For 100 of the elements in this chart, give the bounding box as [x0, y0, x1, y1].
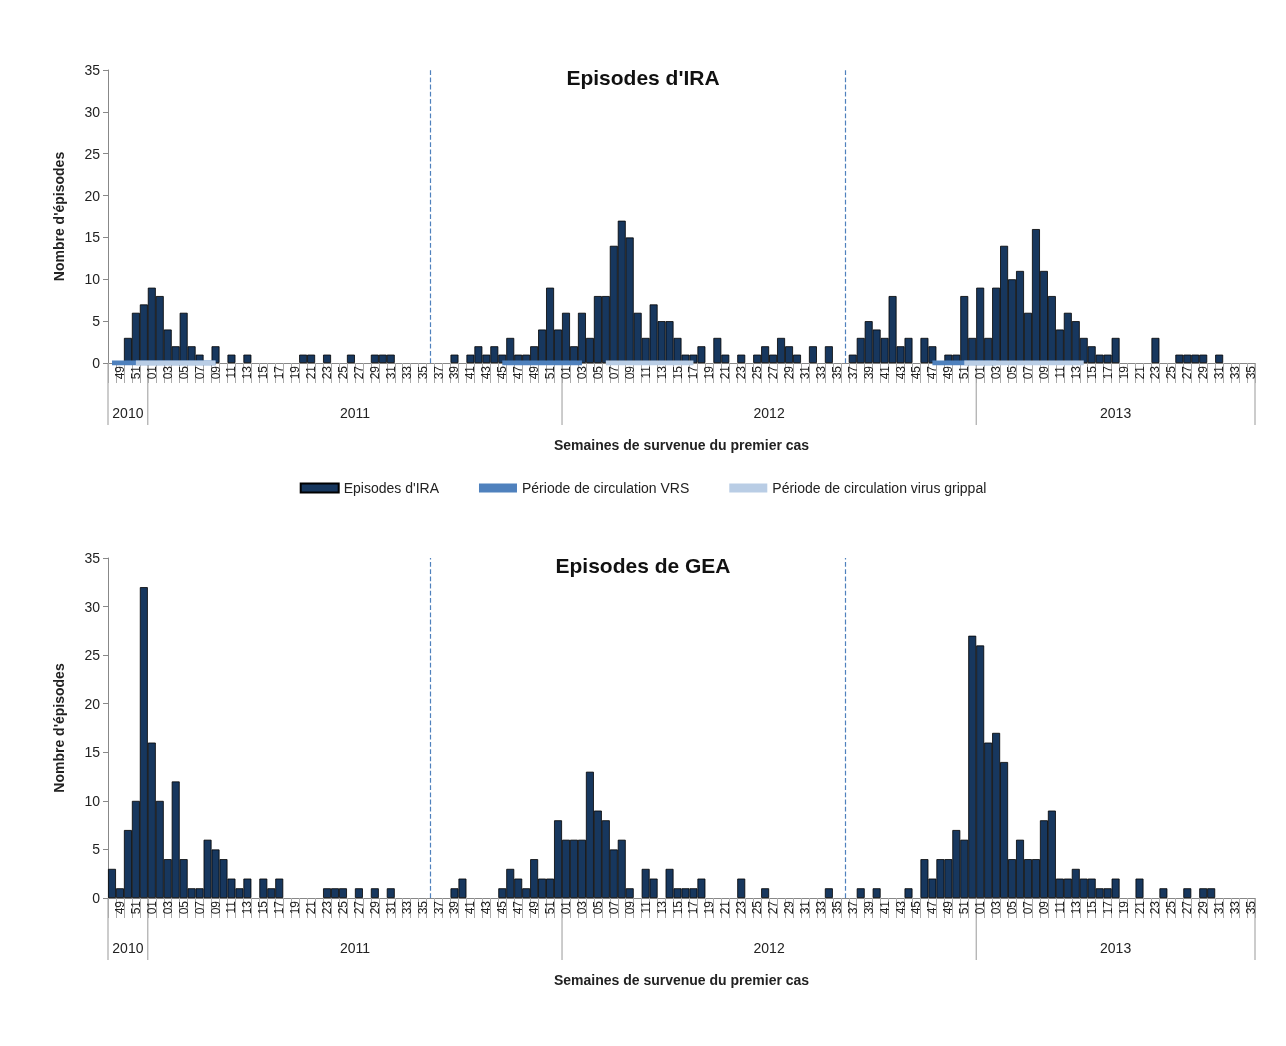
legend-label: Episodes d'IRA	[343, 480, 440, 496]
x-tick-label: 13	[654, 365, 669, 380]
text: 2010	[112, 940, 144, 956]
y-tick-label: 25	[84, 145, 101, 162]
x-tick-label: 49	[527, 365, 542, 380]
x-tick-label: 17	[1100, 365, 1115, 380]
x-tick-label: 39	[447, 365, 462, 380]
x-tick-label: 49	[941, 365, 956, 380]
y-tick-label: 35	[84, 62, 101, 78]
x-tick-label: 35	[415, 900, 430, 915]
y-tick-label: 30	[84, 103, 101, 120]
x-tick-label: 51	[128, 900, 143, 915]
x-tick-label: 03	[989, 365, 1004, 380]
x-axis-title: Semaines de survenue du premier cas	[553, 437, 810, 453]
x-tick-label: 05	[1005, 365, 1020, 380]
x-tick-label: 45	[495, 900, 510, 915]
x-tick-label: 27	[351, 365, 366, 380]
x-tick-label: 33	[1228, 365, 1243, 380]
x-tick-label: 27	[351, 900, 366, 915]
legend-label: Période de circulation VRS	[521, 480, 690, 496]
x-tick-label: 47	[511, 900, 526, 915]
x-tick-label: 01	[973, 365, 988, 380]
x-tick-label: 27	[766, 900, 781, 915]
text: 2012	[753, 405, 785, 421]
x-tick-label: 19	[1116, 365, 1131, 380]
x-tick-label: 15	[670, 900, 685, 915]
x-tick-label: 19	[288, 365, 303, 380]
x-tick-label: 47	[511, 365, 526, 380]
x-tick-label: 49	[112, 900, 127, 915]
x-tick-label: 31	[1212, 365, 1227, 380]
x-tick-label: 39	[447, 900, 462, 915]
x-tick-label: 37	[431, 900, 446, 915]
x-tick-label: 19	[1116, 900, 1131, 915]
x-tick-label: 03	[160, 900, 175, 915]
x-tick-label: 03	[574, 365, 589, 380]
x-tick-label: 31	[383, 900, 398, 915]
x-tick-label: 29	[782, 900, 797, 915]
x-tick-label: 23	[734, 900, 749, 915]
text: 2013	[1100, 405, 1132, 421]
x-tick-label: 09	[208, 900, 223, 915]
x-tick-label: 19	[288, 900, 303, 915]
y-tick-label: 5	[92, 313, 101, 330]
y-tick-label: 20	[84, 187, 101, 204]
x-tick-label: 45	[495, 365, 510, 380]
x-tick-label: 07	[1020, 900, 1035, 915]
y-tick-label: 10	[84, 271, 101, 288]
x-tick-label: 31	[797, 365, 812, 380]
x-tick-label: 45	[909, 365, 924, 380]
x-tick-label: 41	[463, 365, 478, 380]
legend-label: Période de circulation virus grippal	[772, 480, 987, 496]
text: 2012	[753, 940, 785, 956]
x-tick-label: 35	[1244, 365, 1259, 380]
x-tick-label: 21	[304, 365, 319, 380]
x-tick-label: 33	[813, 365, 828, 380]
x-tick-label: 23	[320, 900, 335, 915]
x-tick-label: 35	[1244, 900, 1259, 915]
x-tick-label: 11	[1052, 900, 1067, 914]
x-tick-label: 27	[766, 365, 781, 380]
y-tick-label: 25	[84, 647, 101, 664]
x-tick-label: 43	[479, 900, 494, 915]
x-tick-label: 25	[1164, 365, 1179, 380]
x-tick-label: 13	[1068, 900, 1083, 915]
x-tick-label: 01	[144, 365, 159, 380]
x-tick-label: 01	[973, 900, 988, 915]
x-tick-label: 49	[527, 900, 542, 915]
x-tick-label: 15	[256, 365, 271, 380]
x-tick-label: 21	[1132, 365, 1147, 380]
x-tick-label: 11	[638, 900, 653, 914]
x-tick-label: 25	[335, 365, 350, 380]
x-tick-label: 25	[1164, 900, 1179, 915]
x-tick-label: 31	[1212, 900, 1227, 915]
x-tick-label: 35	[415, 365, 430, 380]
x-tick-label: 39	[861, 365, 876, 380]
x-tick-label: 47	[925, 900, 940, 915]
x-tick-label: 49	[941, 900, 956, 915]
x-tick-label: 11	[638, 365, 653, 379]
x-tick-label: 37	[845, 365, 860, 380]
x-tick-label: 27	[1180, 365, 1195, 380]
x-tick-label: 17	[1100, 900, 1115, 915]
x-tick-label: 11	[224, 900, 239, 914]
x-tick-label: 15	[1084, 365, 1099, 380]
y-axis-title: Nombre d'épisodes	[51, 663, 67, 793]
chart-title: Episodes de GEA	[555, 554, 731, 577]
x-tick-label: 35	[829, 900, 844, 915]
x-tick-label: 29	[367, 365, 382, 380]
y-tick-label: 20	[84, 695, 101, 712]
x-tick-label: 23	[734, 365, 749, 380]
chart-title: Episodes d'IRA	[566, 66, 720, 89]
x-tick-label: 37	[431, 365, 446, 380]
x-tick-label: 03	[989, 900, 1004, 915]
x-tick-label: 41	[877, 900, 892, 915]
x-tick-label: 13	[654, 900, 669, 915]
y-axis-title: Nombre d'épisodes	[51, 151, 67, 282]
x-tick-label: 17	[272, 365, 287, 380]
x-tick-label: 29	[367, 900, 382, 915]
x-tick-label: 33	[1228, 900, 1243, 915]
x-tick-label: 09	[1036, 900, 1051, 915]
x-tick-label: 05	[1005, 900, 1020, 915]
x-tick-label: 17	[686, 900, 701, 915]
x-tick-label: 29	[1196, 900, 1211, 915]
